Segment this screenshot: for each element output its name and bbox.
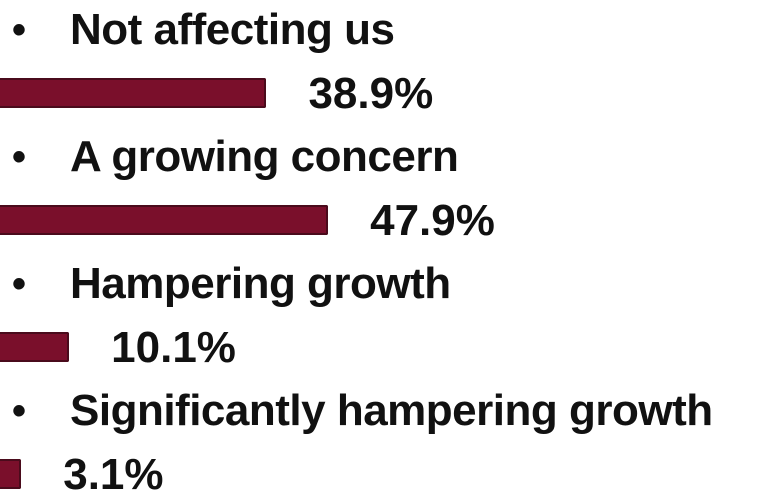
category-label-0: Not affecting us bbox=[70, 5, 395, 54]
value-label-0: 38.9% bbox=[308, 69, 434, 118]
category-label-2: Hampering growth bbox=[70, 259, 451, 308]
value-label-3: 3.1% bbox=[63, 450, 164, 499]
bullet-1: • bbox=[12, 135, 27, 179]
bullet-3: • bbox=[12, 389, 27, 433]
bar-1 bbox=[0, 205, 329, 235]
bullet-2: • bbox=[12, 262, 27, 306]
bar-0 bbox=[0, 78, 267, 108]
value-label-2: 10.1% bbox=[111, 323, 236, 372]
category-label-1: A growing concern bbox=[70, 132, 459, 181]
bullet-0: • bbox=[12, 8, 27, 52]
value-label-1: 47.9% bbox=[370, 196, 495, 245]
bar-2 bbox=[0, 332, 70, 362]
bar-3 bbox=[0, 459, 22, 489]
category-label-3: Significantly hampering growth bbox=[70, 386, 713, 435]
